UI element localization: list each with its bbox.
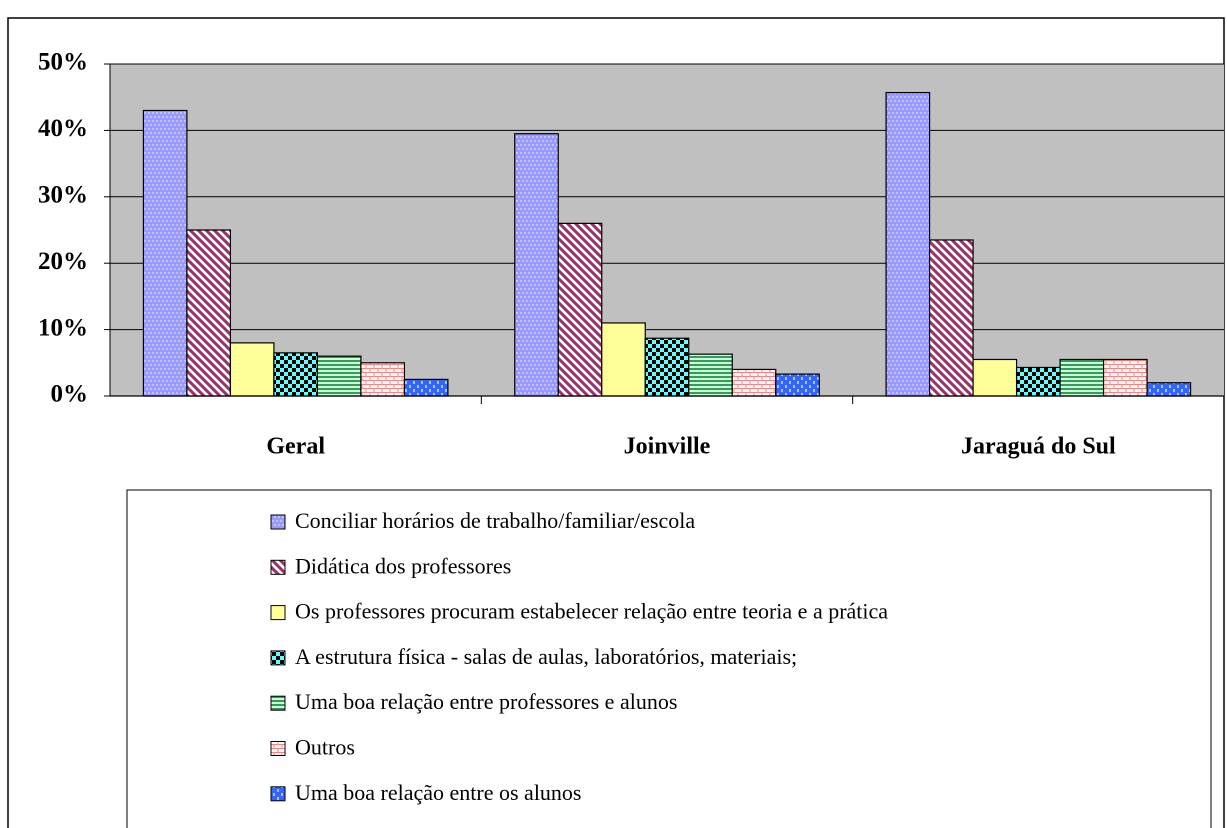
y-tick-label: 10% [38, 314, 88, 341]
bar [186, 229, 232, 397]
bar [403, 378, 449, 397]
y-tick-label: 0% [51, 381, 89, 408]
y-tick-label: 20% [38, 248, 88, 275]
bar [1146, 382, 1192, 397]
bar [928, 239, 974, 397]
bar [775, 373, 820, 397]
legend-swatch [270, 786, 286, 802]
legend-label: Outros [295, 735, 355, 760]
bar [229, 342, 275, 397]
bar [142, 109, 188, 397]
bar [972, 358, 1018, 397]
x-tick-label: Joinville [624, 434, 711, 460]
legend-label: Uma boa relação entre os alunos [295, 780, 582, 805]
legend-label: Didática dos professores [295, 553, 511, 578]
legend-label: Conciliar horários de trabalho/familiar/… [295, 508, 695, 533]
bar [514, 133, 559, 397]
bar [1102, 358, 1148, 397]
legend-box [126, 489, 1212, 828]
bar [316, 355, 362, 397]
bar [273, 352, 319, 397]
legend-swatch [270, 695, 286, 711]
bar [688, 353, 733, 397]
bar [731, 368, 777, 397]
legend-swatch [270, 559, 286, 575]
bar [885, 91, 931, 397]
bar [1015, 366, 1061, 397]
bar [601, 322, 646, 397]
legend-swatch [270, 650, 286, 666]
bar [360, 362, 406, 397]
y-tick-label: 30% [38, 182, 88, 209]
legend-swatch [270, 514, 286, 530]
legend-label: Uma boa relação entre professores e alun… [295, 689, 677, 714]
x-tick-label: Geral [266, 434, 325, 460]
bar [1059, 358, 1105, 397]
legend-swatch [270, 741, 286, 756]
bar [644, 337, 690, 397]
legend-label: Os professores procuram estabelecer rela… [295, 599, 888, 624]
legend-label: A estrutura física - salas de aulas, lab… [295, 644, 797, 669]
legend-swatch [270, 605, 286, 621]
x-tick-label: Jaraguá do Sul [961, 434, 1116, 460]
y-tick-label: 50% [38, 49, 88, 76]
bar [557, 222, 603, 397]
y-tick-label: 40% [38, 115, 88, 142]
